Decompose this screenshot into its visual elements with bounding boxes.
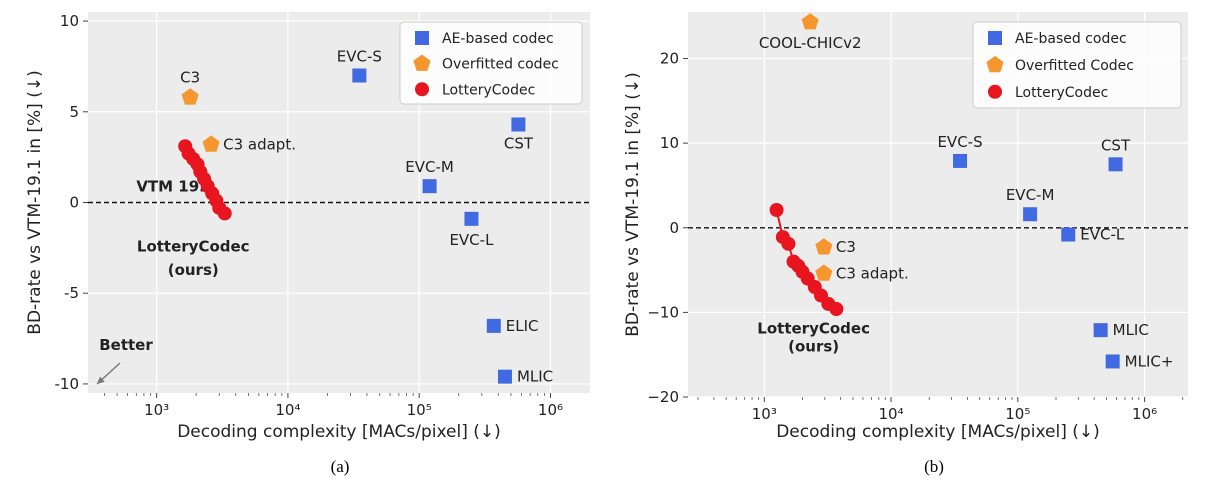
y-tick-label: 0 — [669, 219, 679, 237]
point-label: EVC-M — [1006, 186, 1055, 204]
legend-entry: Overfitted codec — [442, 57, 559, 73]
y-axis-label: BD-rate vs VTM-19.1 in [%] (↓) — [25, 70, 45, 334]
x-tick-label: 10⁶ — [1132, 405, 1157, 423]
y-tick-label: 10 — [660, 134, 679, 152]
y-tick-label: -10 — [55, 375, 80, 393]
point-label: C3 adapt. — [223, 135, 296, 153]
data-point — [781, 236, 796, 251]
x-tick-label: 10⁴ — [275, 401, 300, 419]
point-label: EVC-S — [337, 48, 382, 66]
y-tick-label: 20 — [660, 50, 679, 68]
ours-label-line1: LotteryCodec — [137, 237, 250, 255]
point-label: CST — [504, 134, 534, 152]
point-label: C3 — [180, 68, 200, 86]
legend-marker — [415, 82, 429, 97]
legend-box — [972, 21, 1182, 109]
legend-entry: AE-based codec — [442, 31, 554, 47]
point-label: EVC-L — [1080, 226, 1125, 244]
reference-line-label: VTM 19.1 — [136, 178, 215, 196]
data-point — [815, 264, 833, 281]
data-point — [801, 13, 819, 30]
point-label: MLIC — [1113, 321, 1149, 339]
data-point — [769, 203, 784, 217]
legend: AE-based codec Overfitted Codec LotteryCod… — [972, 21, 1182, 109]
series-ae-based-codec: EVC-S CST EVC-M EVC-L ELIC MLIC — [337, 48, 553, 386]
ours-label-line2: (ours) — [168, 261, 219, 279]
chart-panel-b: 10³ 10⁴ 10⁵ 10⁶ 20 10 0 −10 −20 Decoding complexi… — [623, 12, 1188, 476]
point-label: MLIC+ — [1125, 352, 1174, 370]
data-point — [464, 211, 479, 226]
data-point — [217, 206, 232, 221]
data-point — [815, 238, 833, 255]
legend-marker — [988, 31, 1002, 45]
x-tick-label: 10⁵ — [1005, 405, 1030, 423]
point-label: EVC-M — [405, 158, 454, 176]
point-label: EVC-L — [449, 231, 494, 249]
point-label: MLIC — [517, 368, 553, 386]
data-point — [486, 318, 501, 333]
point-label: COOL-CHICv2 — [759, 34, 862, 52]
x-axis-label: Decoding complexity [MACs/pixel] (↓) — [177, 422, 501, 442]
legend-entry: Overfitted Codec — [1015, 58, 1134, 74]
x-axis-label: Decoding complexity [MACs/pixel] (↓) — [776, 422, 1100, 442]
series-overfitted-codec: COOL-CHICv2 C3 C3 adapt. — [759, 13, 909, 282]
legend-box — [399, 21, 583, 105]
legend-entry: LotteryCodec — [442, 82, 535, 98]
legend-entry: LotteryCodec — [1015, 85, 1108, 101]
ours-label-line1: LotteryCodec — [757, 320, 870, 338]
panel-caption: (b) — [924, 457, 944, 476]
point-label: CST — [1101, 136, 1131, 154]
legend: AE-based codec Overfitted codec LotteryCod… — [399, 21, 583, 105]
chart-panel-a: 10³ 10⁴ 10⁵ 10⁶ 10 5 0 -5 -10 Decoding complexity… — [25, 12, 590, 476]
legend-marker — [413, 54, 431, 71]
data-point — [1093, 323, 1108, 338]
series-lotterycodec: LotteryCodec (ours) — [137, 139, 250, 279]
x-tick-label: 10⁵ — [407, 401, 432, 419]
y-axis-label: BD-rate vs VTM-19.1 in [%] (↓) — [623, 72, 643, 336]
series-ae-based-codec: EVC-S CST EVC-M EVC-L MLIC MLIC+ — [937, 133, 1173, 371]
y-tick-label: -5 — [64, 284, 79, 302]
better-label: Better — [99, 336, 153, 354]
y-tick-label: −10 — [647, 303, 679, 321]
point-label: C3 — [836, 238, 856, 256]
data-point — [422, 179, 437, 194]
y-tick-label: 0 — [69, 194, 79, 212]
point-label: EVC-S — [937, 133, 982, 151]
point-label: C3 adapt. — [836, 264, 909, 282]
better-arrow-head — [97, 376, 105, 384]
point-label: ELIC — [506, 317, 539, 335]
data-point — [953, 153, 968, 168]
legend-marker — [415, 31, 429, 45]
series-overfitted-codec: C3 C3 adapt. — [180, 68, 296, 153]
panel-caption: (a) — [331, 457, 350, 476]
x-tick-label: 10³ — [144, 401, 169, 419]
data-point — [1108, 157, 1123, 172]
legend-entry: AE-based codec — [1015, 31, 1127, 47]
x-tick-label: 10³ — [752, 405, 777, 423]
series-lotterycodec: LotteryCodec(ours) — [757, 203, 870, 355]
data-point — [829, 302, 844, 316]
data-point — [1023, 207, 1038, 222]
data-point — [1061, 227, 1076, 242]
y-tick-label: 5 — [69, 103, 79, 121]
y-tick-label: −20 — [647, 388, 679, 406]
x-tick-label: 10⁴ — [879, 405, 904, 423]
data-point — [511, 117, 526, 132]
legend-marker — [986, 55, 1004, 73]
data-point — [181, 88, 199, 105]
data-point — [202, 135, 220, 152]
legend-marker — [988, 84, 1002, 99]
data-point — [352, 68, 367, 83]
ours-label-line2: (ours) — [788, 337, 839, 355]
y-tick-label: 10 — [60, 12, 79, 30]
x-tick-label: 10⁶ — [538, 401, 563, 419]
data-point — [497, 369, 512, 384]
data-point — [1105, 354, 1120, 369]
